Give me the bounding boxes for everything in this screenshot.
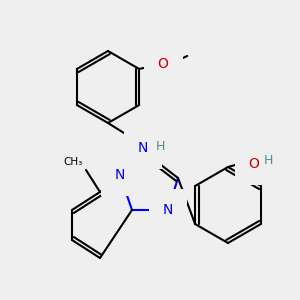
Text: N: N (163, 203, 173, 217)
Text: O: O (158, 57, 169, 71)
Text: H: H (263, 154, 273, 166)
Text: CH₃: CH₃ (64, 157, 83, 167)
Text: N: N (138, 141, 148, 155)
Text: N: N (115, 168, 125, 182)
Text: O: O (249, 157, 260, 171)
Text: H: H (155, 140, 165, 154)
